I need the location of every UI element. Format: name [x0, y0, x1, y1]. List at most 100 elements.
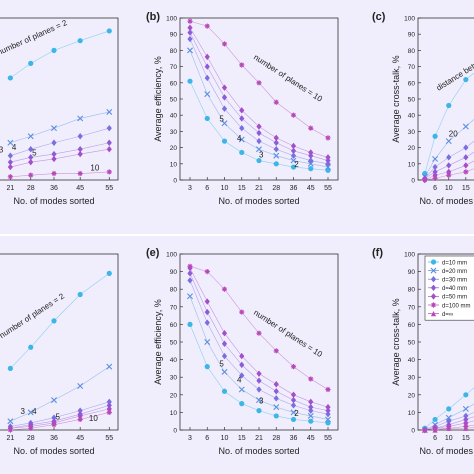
panel-b-series-line [189, 20, 329, 139]
panel-b-data-point [325, 135, 331, 141]
panel-b-ytick-label: 60 [170, 80, 178, 87]
panel-e-ytick-label: 0 [173, 428, 177, 435]
panel-e-data-point [273, 395, 279, 402]
panel-b-data-point [290, 147, 297, 155]
panel-b-data-point [307, 160, 314, 167]
panel-a-data-point [77, 133, 83, 140]
panel-b-data-point [273, 139, 279, 146]
panel-a-data-point [51, 155, 57, 163]
panel-d-data-point [51, 422, 57, 428]
panel-f-legend-label: d=∞ [442, 312, 453, 318]
panel-e-data-point [273, 404, 280, 411]
panel-c-data-point [432, 133, 438, 139]
panel-a-series-4 [7, 146, 112, 171]
panel-f-ylabel: Average cross-talk, % [391, 298, 401, 385]
panel-b-data-point [221, 105, 228, 112]
panel-a-annotation: 3 [0, 145, 4, 154]
panel-d-xtick-label: 45 [76, 435, 84, 442]
panel-f-legend-label: d=30 mm [442, 278, 467, 284]
panel-b-data-point [187, 29, 193, 36]
panel-b-ytick-label: 0 [173, 178, 177, 185]
panel-c-ytick-label: 80 [408, 48, 416, 55]
panel-f-data-point [446, 406, 452, 412]
panel-b-data-point [204, 23, 210, 29]
panel-f-legend: d=10 mm d=20 mm d=30 mm d=40 mm d=50 mm d=100… [424, 255, 474, 321]
panel-f-ytick-label: 50 [408, 340, 416, 347]
panel-a-data-point [77, 38, 83, 44]
panel-e-annotation: number of planes = 10 [252, 308, 324, 359]
panel-f-legend-label: d=10 mm [442, 260, 467, 266]
panel-f-label: (f) [372, 247, 383, 259]
panel-b-data-point [256, 80, 262, 86]
panel-a-data-point [27, 133, 34, 140]
panel-c-series-0 [422, 72, 474, 177]
panel-d-data-point [106, 402, 112, 409]
panel-f-ytick-label: 70 [408, 304, 416, 311]
panel-d-data-point [7, 418, 14, 425]
panel-a-data-point [106, 139, 112, 146]
panel-b-ytick-label: 30 [170, 129, 178, 136]
panel-a-data-point [28, 172, 34, 178]
panel-d-xtick-label: 21 [6, 435, 14, 442]
panel-b-data-point [325, 160, 331, 167]
panel-b-series-5 [187, 18, 331, 141]
panel-b-xtick-label: 15 [238, 185, 246, 192]
panel-e-data-point [308, 376, 314, 382]
panel-e-data-point [256, 386, 262, 393]
panel-d-data-point [77, 416, 83, 423]
panel-d-annotation: 3 [21, 407, 26, 416]
panel-e-ylabel: Average efficiency, % [153, 299, 163, 385]
panel-f-legend-marker [430, 302, 437, 308]
panel-e-data-point [239, 352, 245, 360]
panel-c-ytick-label: 50 [408, 97, 416, 104]
panel-b-data-point [308, 125, 314, 131]
panel-d-data-point [51, 397, 57, 404]
panel-b-data-point [308, 149, 314, 156]
panel-f-ytick-label: 0 [411, 428, 415, 435]
panel-a-data-point [106, 108, 113, 115]
panel-e-annotation: 3 [259, 397, 264, 406]
panel-a-data-point [77, 146, 83, 153]
panel-e-data-point [239, 401, 245, 407]
panel-f-legend-marker [430, 293, 437, 300]
panel-b-data-point [290, 157, 297, 164]
panel-c-xtick-label: 10 [445, 185, 453, 192]
panel-e-xlabel: No. of modes sorted [218, 446, 299, 456]
panel-f-legend-label: d=100 mm [442, 303, 471, 309]
panel-e-data-point [204, 298, 210, 305]
panel-e-data-point [308, 418, 314, 424]
panel-f-series-6 [422, 425, 474, 433]
panel-f-ytick-label: 100 [404, 252, 415, 259]
panel-b-xtick-label: 10 [221, 185, 229, 192]
panel-b-data-point [256, 123, 262, 130]
panel-a-xlabel: No. of modes sorted [13, 196, 94, 206]
panel-b-data-point [256, 157, 262, 164]
panel-f: (f) 0 10 20 30 40 50 60 70 80 90 100 Average cross-t… [372, 247, 474, 456]
panel-e-data-point [273, 388, 279, 395]
panel-a-series-1 [7, 108, 113, 146]
panel-b-data-point [187, 24, 193, 31]
panel-e-ytick-label: 40 [170, 357, 178, 364]
panel-b-data-point [187, 18, 193, 24]
panel-f-ytick-label: 30 [408, 375, 416, 382]
panel-a-data-point [7, 139, 14, 146]
panel-b-xtick-label: 6 [205, 185, 209, 192]
panel-d-data-point [106, 398, 112, 406]
panel-a-data-point [7, 174, 13, 180]
panel-e-data-point [204, 308, 210, 316]
panel-e-data-point [290, 364, 297, 370]
panel-b-series-2 [187, 35, 331, 167]
panel-a-annotation: 4 [12, 143, 17, 152]
panel-d-annotation: 10 [89, 414, 98, 423]
panel-c-ytick-label: 90 [408, 32, 416, 39]
panel-b-data-point [273, 99, 279, 105]
panel-d-xtick-label: 36 [50, 435, 58, 442]
panel-b-data-point [204, 74, 210, 82]
panel-e-data-point [290, 396, 297, 404]
panel-b-data-point [239, 149, 245, 156]
panel-c-xtick-label: 6 [433, 185, 437, 192]
panel-a-annotation: 10 [90, 163, 99, 172]
panel-b-ytick-label: 70 [170, 64, 178, 71]
